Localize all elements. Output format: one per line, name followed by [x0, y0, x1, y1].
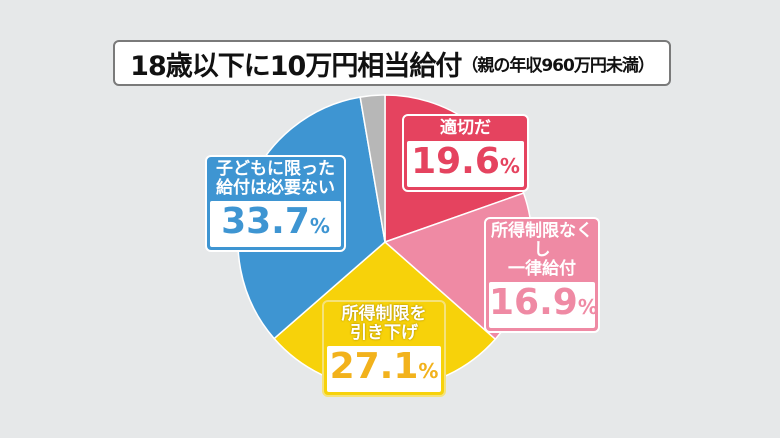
slice-value: 27.1 [329, 346, 419, 387]
slice-label-line: 所得制限を [341, 304, 427, 324]
slice-label-line: 子どもに限った [216, 159, 335, 179]
label-uniform-payment: 所得制限なくし 一律給付 16.9% [484, 217, 600, 333]
chart-title: 18歳以下に10万円相当給付 （親の年収960万円未満） [113, 40, 671, 86]
title-main: 18歳以下に10万円相当給付 [130, 50, 462, 82]
slice-value: 33.7 [221, 201, 310, 242]
unit: % [577, 295, 598, 319]
slice-label-line: 一律給付 [508, 259, 576, 279]
slice-value: 19.6 [411, 141, 500, 182]
unit: % [418, 359, 439, 383]
slice-label-line: 引き下げ [350, 323, 418, 343]
pie-slice-4 [359, 94, 386, 243]
label-not-needed: 子どもに限った 給付は必要ない 33.7% [205, 155, 346, 252]
label-lower-limit: 所得制限を 引き下げ 27.1% [322, 300, 446, 397]
label-appropriate: 適切だ 19.6% [402, 114, 529, 192]
unit: % [499, 154, 520, 178]
slice-label-line: 所得制限なくし [491, 221, 593, 260]
slice-label-line: 給付は必要ない [216, 178, 335, 198]
slice-label: 適切だ [440, 118, 491, 138]
slice-value: 16.9 [489, 282, 578, 323]
unit: % [309, 214, 330, 238]
title-sub: （親の年収960万円未満） [461, 55, 654, 76]
